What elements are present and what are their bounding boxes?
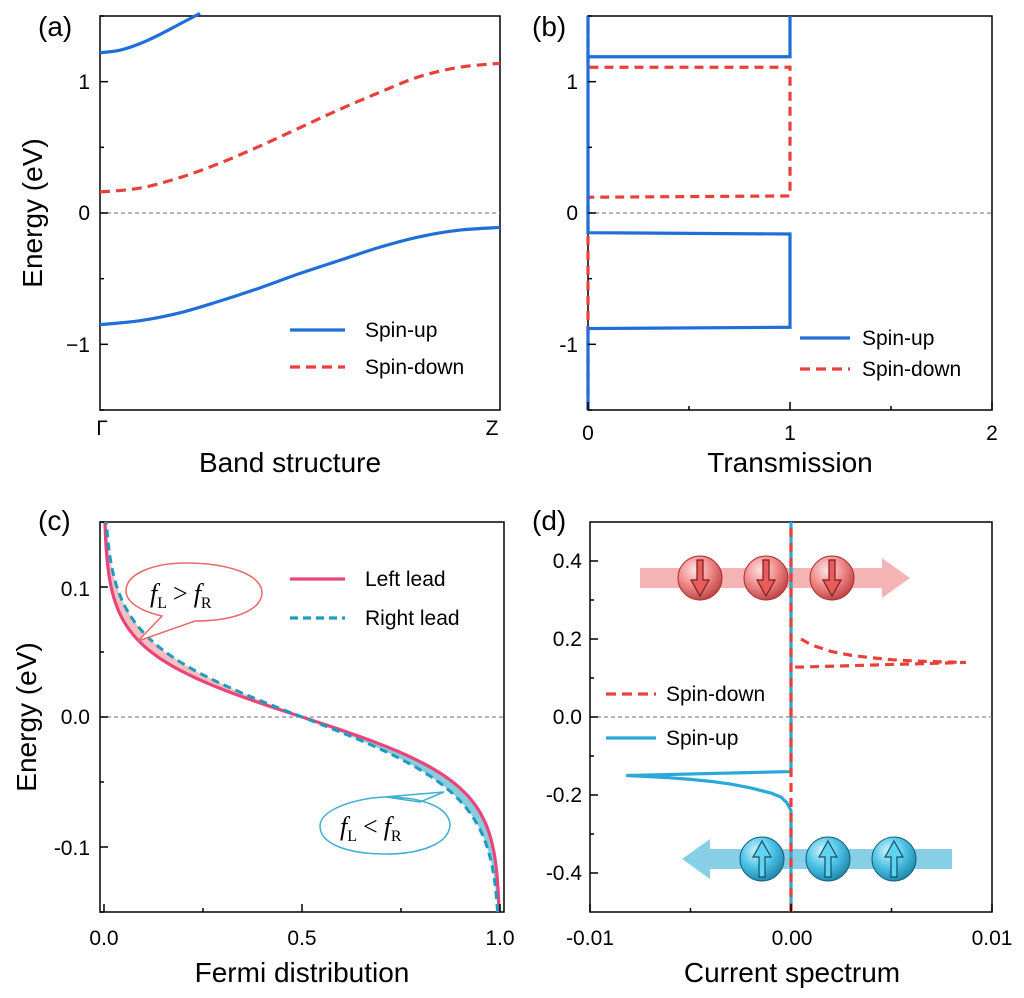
legend-label-right-lead: Right lead <box>365 607 460 630</box>
y-tick-label: 1 <box>78 71 90 94</box>
legend-label-spin-down: Spin-down <box>666 683 765 706</box>
x-tick-label: 0.00 <box>772 927 813 950</box>
x-tick-label: 0.0 <box>89 927 118 950</box>
spin-down-illustration <box>640 555 910 601</box>
legend-label-left-lead: Left lead <box>365 568 446 591</box>
y-axis-title: Energy (eV) <box>11 642 42 791</box>
series-line-spin-down <box>791 637 966 669</box>
panel-b-label: (b) <box>532 11 566 42</box>
panel-b: 0 1 2 -1 0 1 Transmission Spin-up Spin-d… <box>559 15 998 478</box>
occupation-diff-fill-lower <box>302 717 500 912</box>
y-tick-label: 0.2 <box>553 628 582 651</box>
callout-text: fL < fR <box>340 812 402 845</box>
callout-bubble <box>319 791 451 855</box>
legend-label-spin-up: Spin-up <box>862 327 934 350</box>
x-axis-title: Band structure <box>199 447 381 478</box>
y-tick-label: -0.2 <box>546 784 582 807</box>
x-tick-label: 1 <box>784 422 796 445</box>
x-tick-label: 0.01 <box>972 927 1013 950</box>
panel-d: -0.01 0.00 0.01 -0.4 -0.2 0.0 0.2 0.4 Cu… <box>546 521 1013 988</box>
y-tick-label: -0.1 <box>54 837 90 860</box>
panel-c-label: (c) <box>38 505 71 536</box>
panel-a-label: (a) <box>38 11 72 42</box>
panel-c: 0.0 0.5 1.0 -0.1 0.0 0.1 Fermi distribut… <box>11 521 515 988</box>
series-line-spin-up <box>588 16 792 59</box>
series-line-spin-up-0 <box>99 11 201 55</box>
down-arrow-icon <box>689 559 843 598</box>
legend-label-spin-up: Spin-up <box>666 727 738 750</box>
series-line-spin-down-2 <box>99 61 501 194</box>
y-tick-label: −1 <box>66 334 90 357</box>
legend: Left lead Right lead <box>290 568 460 630</box>
x-tick-label: Γ <box>96 417 108 440</box>
y-tick-label: 0 <box>78 202 90 225</box>
callout-bubble <box>125 562 263 642</box>
legend-label-spin-up: Spin-up <box>365 319 437 342</box>
y-tick-label: 0.1 <box>61 578 90 601</box>
y-tick-label: 0.0 <box>553 706 582 729</box>
legend: Spin-down Spin-up <box>606 683 765 750</box>
x-axis-title: Current spectrum <box>684 957 900 988</box>
series-line-spin-up <box>626 522 793 912</box>
y-tick-label: -1 <box>559 334 578 357</box>
y-tick-label: 0.0 <box>61 706 90 729</box>
legend-label-spin-down: Spin-down <box>862 358 961 381</box>
x-tick-label: 2 <box>986 422 998 445</box>
y-tick-label: 0 <box>566 202 578 225</box>
panel-a: Γ Z −1 0 1 Band structure Energy (eV) Sp… <box>17 11 501 478</box>
x-tick-label: 0 <box>582 422 594 445</box>
series-line-spin-up-valence-1 <box>99 225 501 327</box>
y-tick-label: 0.4 <box>553 550 583 573</box>
up-arrow-icon <box>751 839 905 878</box>
y-tick-label: 1 <box>566 71 578 94</box>
x-tick-label: Z <box>486 417 499 440</box>
occupation-diff-fill-upper <box>104 522 302 717</box>
callout-fl-greater-fr: fL > fR <box>125 562 263 642</box>
series-line-right-lead <box>104 521 500 913</box>
callout-fl-less-fr: fL < fR <box>319 791 451 855</box>
legend: Spin-up Spin-down <box>290 319 464 379</box>
legend-label-spin-down: Spin-down <box>365 356 464 379</box>
x-tick-label: 0.5 <box>287 927 316 950</box>
panel-d-label: (d) <box>532 505 566 536</box>
x-axis-title: Fermi distribution <box>195 957 410 988</box>
x-tick-label: -0.01 <box>566 927 614 950</box>
series-line-spin-up <box>586 16 792 410</box>
y-axis-title: Energy (eV) <box>17 138 48 287</box>
x-axis-title: Transmission <box>707 447 872 478</box>
x-tick-label: 1.0 <box>485 927 514 950</box>
spin-up-illustration <box>682 836 952 882</box>
legend: Spin-up Spin-down <box>800 327 961 381</box>
callout-text: fL > fR <box>150 579 212 612</box>
y-tick-label: -0.4 <box>546 862 583 885</box>
